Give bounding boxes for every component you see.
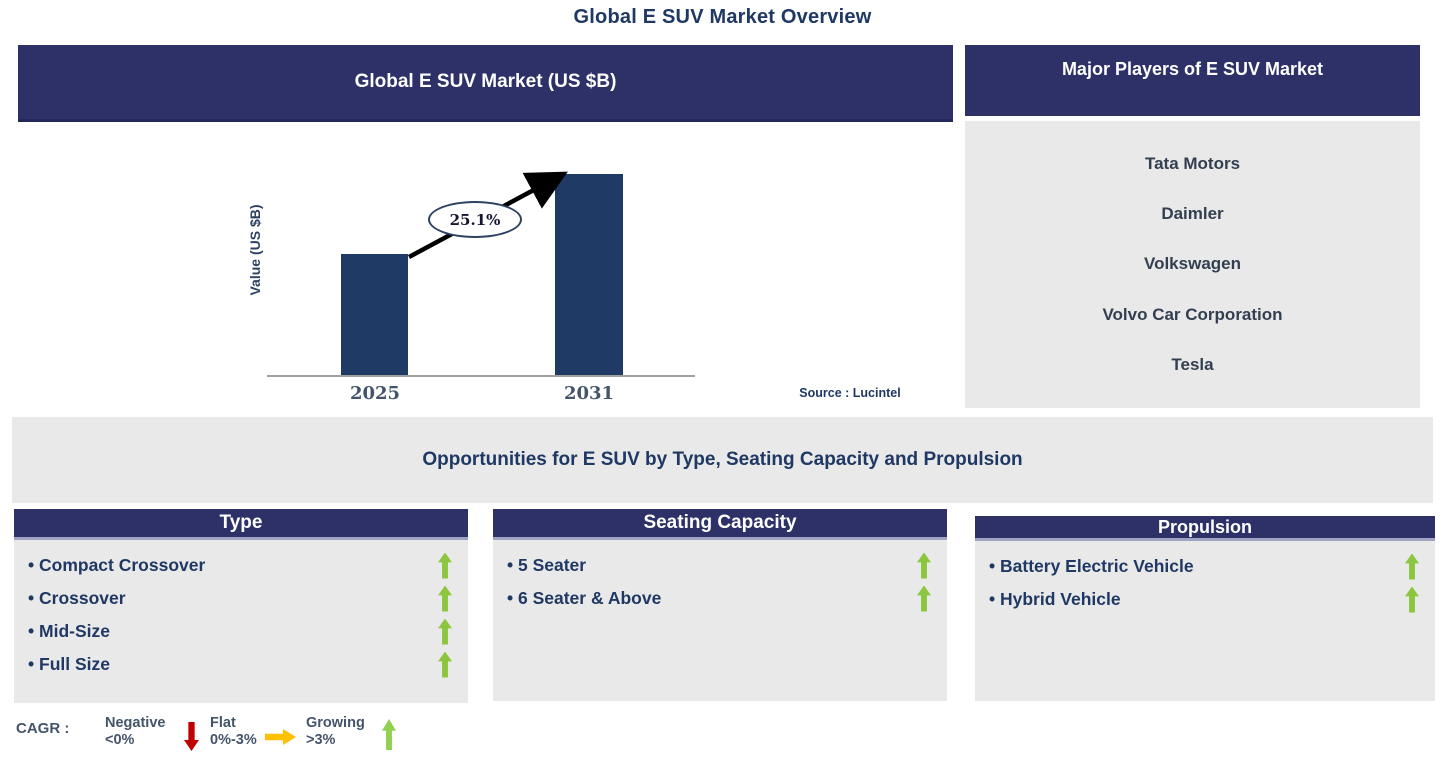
item-label: Compact Crossover [28,555,205,576]
up-arrow-icon [438,618,452,645]
up-arrow-icon [438,651,452,678]
major-players-header: Major Players of E SUV Market [965,45,1420,116]
x-axis-line [267,375,695,377]
item-label: Hybrid Vehicle [989,589,1121,610]
panel-propulsion-header: Propulsion [975,516,1435,541]
up-arrow-icon [438,552,452,579]
up-arrow-icon [382,719,396,750]
player-item: Volkswagen [1144,254,1241,274]
legend-label: CAGR : [16,720,70,737]
page-title: Global E SUV Market Overview [573,6,872,28]
player-item: Tata Motors [1144,154,1241,174]
item-label: 5 Seater [507,555,586,576]
up-arrow-icon [1405,586,1419,613]
panel-seating-header: Seating Capacity [493,509,947,540]
up-arrow-icon [917,552,931,579]
down-arrow-icon [184,722,199,751]
item-label: 6 Seater & Above [507,588,661,609]
opportunities-title: Opportunities for E SUV by Type, Seating… [422,449,1023,470]
up-arrow-icon [917,585,931,612]
list-item: Compact Crossover [14,549,468,582]
legend-negative-name: Negative [105,715,166,731]
list-item: Mid-Size [14,615,468,648]
legend-flat: Flat 0%-3% [210,715,257,749]
legend-growing-range: >3% [306,732,336,748]
panel-propulsion-body: Battery Electric Vehicle Hybrid Vehicle [975,541,1435,701]
legend-flat-range: 0%-3% [210,732,257,748]
player-item: Tesla [1171,354,1214,374]
up-arrow-icon [1405,553,1419,580]
player-item: Daimler [1161,204,1224,224]
legend-flat-name: Flat [210,715,236,731]
list-item: Battery Electric Vehicle [975,550,1435,583]
legend-growing-name: Growing [306,715,365,731]
item-label: Crossover [28,588,126,609]
y-axis-label: Value (US $B) [247,204,263,296]
bar-2025 [341,254,408,375]
legend-negative: Negative <0% [105,715,165,749]
panel-seating-capacity: Seating Capacity 5 Seater 6 Seater & Abo… [493,509,947,701]
legend-negative-range: <0% [105,732,135,748]
market-chart-header: Global E SUV Market (US $B) [18,45,953,122]
panel-type-body: Compact Crossover Crossover Mid-Size Ful… [14,540,468,703]
up-arrow-icon [438,585,452,612]
list-item: Full Size [14,648,468,681]
player-item: Volvo Car Corporation [1102,304,1283,324]
list-item: 6 Seater & Above [493,582,947,615]
right-arrow-icon [265,729,296,745]
panel-propulsion: Propulsion Battery Electric Vehicle Hybr… [975,516,1435,701]
legend-growing: Growing >3% [306,715,365,749]
x-tick-2025: 2025 [349,383,401,404]
opportunities-band: Opportunities for E SUV by Type, Seating… [12,417,1433,503]
major-players-list: Tata Motors Daimler Volkswagen Volvo Car… [965,121,1420,408]
cagr-callout: 25.1% [428,201,522,238]
panel-type-header: Type [14,509,468,540]
source-note: Source : Lucintel [799,386,901,400]
cagr-value: 25.1% [449,210,501,229]
item-label: Mid-Size [28,621,110,642]
list-item: Hybrid Vehicle [975,583,1435,616]
panel-type: Type Compact Crossover Crossover Mid-Siz… [14,509,468,703]
item-label: Full Size [28,654,110,675]
panel-seating-body: 5 Seater 6 Seater & Above [493,540,947,701]
cagr-legend: CAGR : Negative <0% Flat 0%-3% Growing >… [0,714,470,760]
x-tick-2031: 2031 [563,383,615,404]
list-item: 5 Seater [493,549,947,582]
list-item: Crossover [14,582,468,615]
item-label: Battery Electric Vehicle [989,556,1194,577]
